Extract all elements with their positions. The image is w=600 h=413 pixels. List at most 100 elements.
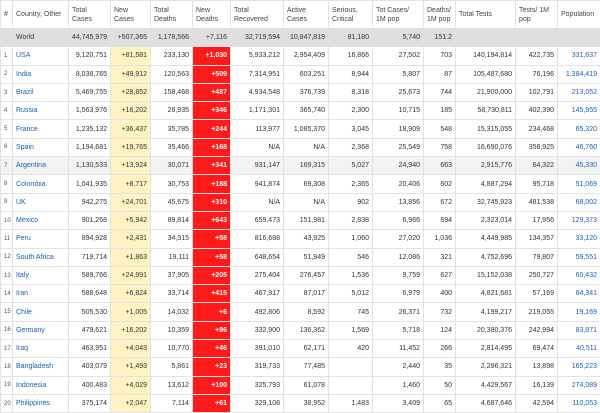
table-cell[interactable]: [558, 29, 600, 47]
column-header[interactable]: Total Deaths: [151, 1, 193, 29]
column-header[interactable]: Population: [558, 1, 600, 29]
table-cell: 30,071: [151, 157, 193, 175]
table-cell[interactable]: Indonesia: [13, 376, 69, 394]
table-cell[interactable]: Germany: [13, 321, 69, 339]
table-cell[interactable]: 68,002: [558, 193, 600, 211]
table-cell[interactable]: 59,551: [558, 248, 600, 266]
table-cell: +487: [193, 83, 231, 101]
column-header[interactable]: New Cases: [111, 1, 151, 29]
table-cell[interactable]: 65,320: [558, 120, 600, 138]
column-header[interactable]: Country, Other: [13, 1, 69, 29]
table-cell[interactable]: 60,432: [558, 266, 600, 284]
column-header[interactable]: Serious, Critical: [329, 1, 373, 29]
table-cell: 50: [424, 376, 456, 394]
table-cell: 62,171: [284, 340, 329, 358]
column-header[interactable]: Active Cases: [284, 1, 329, 29]
table-cell[interactable]: South Africa: [13, 248, 69, 266]
table-cell[interactable]: 33,120: [558, 230, 600, 248]
table-cell: 492,806: [231, 303, 284, 321]
table-cell: 648,654: [231, 248, 284, 266]
table-cell: 81,180: [329, 29, 373, 47]
table-cell: 276,457: [284, 266, 329, 284]
table-cell: [1, 29, 13, 47]
table-cell: 158,468: [151, 83, 193, 101]
table-cell[interactable]: Philippines: [13, 394, 69, 412]
table-cell[interactable]: Chile: [13, 303, 69, 321]
table-cell: 422,735: [516, 47, 558, 65]
table-cell: 589,766: [69, 266, 111, 284]
table-cell[interactable]: Iran: [13, 285, 69, 303]
table-cell: 1,060: [329, 230, 373, 248]
table-cell: 376,739: [284, 83, 329, 101]
table-cell: 76,196: [516, 65, 558, 83]
table-cell: 4,934,548: [231, 83, 284, 101]
table-cell[interactable]: 83,871: [558, 321, 600, 339]
column-header[interactable]: Total Cases: [69, 1, 111, 29]
column-header[interactable]: Tot Cases/ 1M pop: [373, 1, 424, 29]
column-header[interactable]: Total Tests: [456, 1, 516, 29]
table-cell[interactable]: 84,341: [558, 285, 600, 303]
table-cell: 5: [1, 120, 13, 138]
table-cell: 2,838: [329, 211, 373, 229]
column-header[interactable]: #: [1, 1, 13, 29]
table-cell[interactable]: 46,760: [558, 138, 600, 156]
table-cell: 140,194,814: [456, 47, 516, 65]
table-cell[interactable]: 45,330: [558, 157, 600, 175]
table-cell[interactable]: 213,052: [558, 83, 600, 101]
table-cell[interactable]: 51,069: [558, 175, 600, 193]
table-cell: 1,235,132: [69, 120, 111, 138]
table-cell[interactable]: 145,955: [558, 102, 600, 120]
table-cell[interactable]: 274,089: [558, 376, 600, 394]
table-cell[interactable]: 40,511: [558, 340, 600, 358]
table-cell: 14: [1, 285, 13, 303]
table-cell: 420: [329, 340, 373, 358]
table-cell: 15,315,055: [456, 120, 516, 138]
table-cell[interactable]: Bangladesh: [13, 358, 69, 376]
table-cell[interactable]: 165,223: [558, 358, 600, 376]
table-cell[interactable]: 19,169: [558, 303, 600, 321]
table-cell: +2,431: [111, 230, 151, 248]
table-cell: 603,251: [284, 65, 329, 83]
table-cell: 672: [424, 193, 456, 211]
table-cell: 10: [1, 211, 13, 229]
table-cell[interactable]: 331,637: [558, 47, 600, 65]
table-cell[interactable]: Italy: [13, 266, 69, 284]
column-header[interactable]: New Deaths: [193, 1, 231, 29]
table-cell[interactable]: India: [13, 65, 69, 83]
table-cell: 365,740: [284, 102, 329, 120]
table-cell[interactable]: World: [13, 29, 69, 47]
table-cell[interactable]: USA: [13, 47, 69, 65]
table-cell: 32,745,923: [456, 193, 516, 211]
table-cell[interactable]: France: [13, 120, 69, 138]
table-cell[interactable]: Brazil: [13, 83, 69, 101]
table-cell: +507,365: [111, 29, 151, 47]
table-cell[interactable]: Colombia: [13, 175, 69, 193]
table-cell[interactable]: Iraq: [13, 340, 69, 358]
table-cell[interactable]: Argentina: [13, 157, 69, 175]
table-cell[interactable]: UK: [13, 193, 69, 211]
table-cell: 10,847,819: [284, 29, 329, 47]
column-header[interactable]: Deaths/ 1M pop: [424, 1, 456, 29]
table-cell: 5,718: [373, 321, 424, 339]
table-cell[interactable]: Peru: [13, 230, 69, 248]
table-cell[interactable]: 129,373: [558, 211, 600, 229]
column-header[interactable]: Tests/ 1M pop: [516, 1, 558, 29]
table-cell[interactable]: 110,053: [558, 394, 600, 412]
table-cell[interactable]: Russia: [13, 102, 69, 120]
table-cell: 4,429,567: [456, 376, 516, 394]
table-cell: 694: [424, 211, 456, 229]
table-cell[interactable]: Spain: [13, 138, 69, 156]
table-cell[interactable]: 1,384,419: [558, 65, 600, 83]
table-cell: +5,942: [111, 211, 151, 229]
table-cell: 35,785: [151, 120, 193, 138]
table-cell: 275,404: [231, 266, 284, 284]
column-header[interactable]: Total Recovered: [231, 1, 284, 29]
table-cell[interactable]: Mexico: [13, 211, 69, 229]
table-cell: 2,368: [329, 138, 373, 156]
table-cell: 4,199,217: [456, 303, 516, 321]
